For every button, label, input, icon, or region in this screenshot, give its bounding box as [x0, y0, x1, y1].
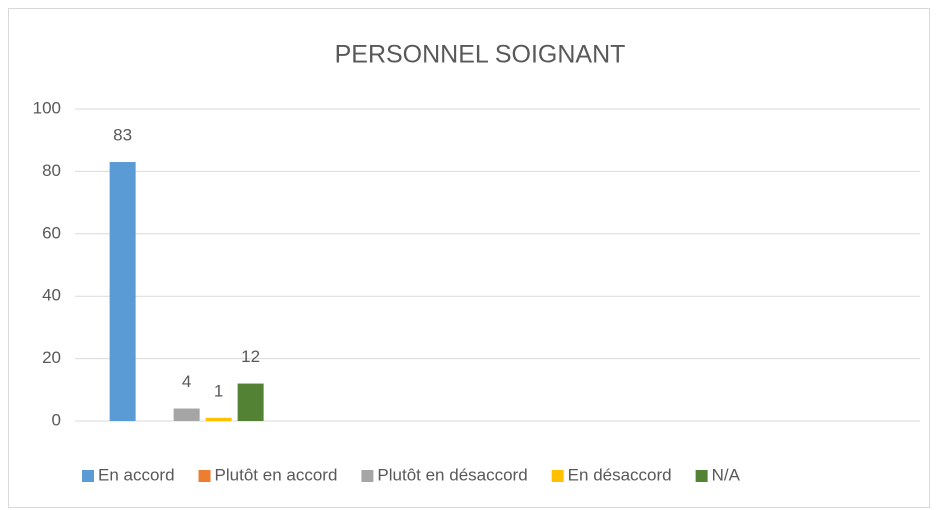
legend-label: Plutôt en désaccord: [377, 465, 527, 484]
bar: [173, 408, 200, 421]
y-tick-label: 60: [42, 223, 61, 242]
legend-label: Plutôt en accord: [215, 465, 338, 484]
legend-swatch: [82, 470, 94, 482]
legend-label: N/A: [712, 465, 741, 484]
y-tick-label: 40: [42, 286, 61, 305]
bar: [109, 162, 136, 422]
y-tick-label: 100: [33, 98, 61, 117]
y-tick-label: 0: [52, 410, 61, 429]
legend-swatch: [551, 470, 564, 482]
bar: [205, 417, 232, 421]
legend-swatch: [695, 470, 708, 482]
y-tick-label: 80: [42, 161, 61, 180]
data-label: 4: [182, 372, 191, 391]
legend-swatch: [198, 470, 211, 482]
chart-title: PERSONNEL SOIGNANT: [335, 41, 626, 69]
data-label: 1: [214, 381, 223, 400]
chart-frame: [8, 8, 930, 508]
bar: [237, 383, 264, 421]
legend-swatch: [361, 470, 374, 482]
legend-label: En désaccord: [568, 465, 672, 484]
data-label: 83: [113, 126, 132, 145]
legend-label: En accord: [98, 465, 175, 484]
y-tick-label: 20: [42, 348, 61, 367]
data-label: 12: [241, 347, 260, 366]
